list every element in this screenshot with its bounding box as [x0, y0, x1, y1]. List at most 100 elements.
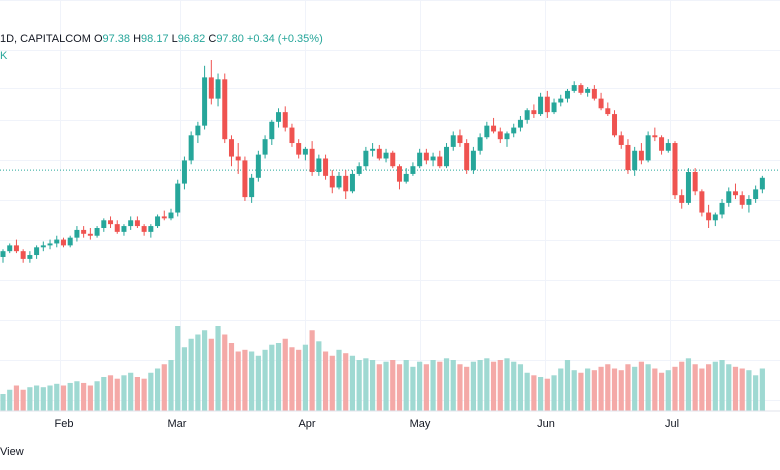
x-tick-label: Jul: [665, 418, 679, 430]
candle-body: [161, 216, 167, 219]
volume-bar: [154, 368, 161, 411]
volume-bar: [336, 349, 342, 411]
volume-bar: [269, 344, 275, 411]
volume-bar: [316, 341, 322, 411]
candle-body: [558, 98, 564, 103]
candle-body: [34, 247, 40, 256]
volume-bar: [585, 368, 591, 411]
candle-body: [444, 146, 450, 167]
candle-body: [423, 152, 429, 161]
volume-bar: [638, 361, 644, 411]
candle-body: [564, 90, 570, 99]
volume-bar: [242, 349, 248, 411]
candle-body: [517, 119, 523, 128]
candle-body: [712, 214, 718, 221]
volume-bar: [202, 330, 208, 411]
volume-bar: [175, 326, 181, 411]
volume-bar: [484, 358, 490, 411]
candle-body: [403, 173, 409, 182]
volume-bar: [60, 385, 67, 411]
candle-body: [148, 226, 154, 232]
candle-body: [296, 143, 302, 155]
candle-body: [289, 127, 295, 144]
candle-body: [54, 239, 60, 244]
candle-body: [659, 137, 665, 151]
volume-bar: [517, 364, 524, 411]
volume-bar: [511, 361, 517, 411]
candle-body: [128, 220, 134, 227]
symbol-label[interactable]: 1D, CAPITALCOM: [0, 33, 91, 45]
candle-body: [94, 228, 100, 236]
candle-body: [349, 173, 355, 192]
volume-bar: [87, 385, 93, 411]
candle-body: [376, 148, 382, 159]
candle-body: [531, 110, 537, 115]
volume-bar: [685, 358, 692, 411]
candlesticks: [0, 60, 765, 263]
low-label: L: [171, 33, 178, 45]
volume-bar: [692, 364, 698, 411]
candle-body: [108, 220, 114, 225]
candle-body: [181, 160, 187, 184]
candle-body: [417, 152, 423, 167]
volume-bar: [464, 366, 470, 411]
candle-body: [222, 79, 228, 140]
candle-body: [450, 135, 456, 147]
candle-body: [7, 245, 13, 252]
candle-body: [390, 152, 396, 167]
volume-bar: [443, 358, 450, 411]
candle-body: [726, 191, 732, 203]
candle-body: [81, 229, 87, 234]
candle-body: [67, 237, 73, 246]
chart-grid: [0, 0, 780, 411]
open-label: O: [93, 33, 103, 45]
candle-body: [363, 150, 369, 167]
volume-bar: [114, 378, 120, 411]
volume-bar: [591, 370, 597, 411]
candle-body: [759, 177, 765, 190]
volume-bar: [296, 349, 302, 411]
volume-bar: [726, 364, 732, 411]
volume-bar: [410, 366, 416, 411]
candle-body: [141, 226, 147, 232]
volume-bar: [262, 349, 268, 411]
x-tick-label: Mar: [168, 418, 187, 430]
candle-body: [316, 158, 322, 172]
volume-bar: [255, 355, 261, 411]
candle-body: [188, 135, 194, 161]
candle-body: [551, 102, 557, 113]
ohlc-legend[interactable]: 1D, CAPITALCOM O97.38 H98.17 L96.82 C97.…: [0, 33, 323, 45]
candle-body: [625, 144, 631, 171]
candle-body: [605, 108, 611, 115]
volume-bar: [343, 353, 349, 411]
volume-bar: [605, 364, 611, 411]
candle-body: [276, 112, 282, 122]
candle-body: [746, 199, 752, 205]
candle-body: [598, 98, 604, 109]
open-value: 97.38: [102, 33, 131, 45]
volume-bar: [34, 385, 40, 411]
volume-bar: [524, 372, 530, 411]
volume-bar: [658, 372, 665, 411]
volume-bar: [107, 375, 114, 411]
candle-body: [491, 125, 497, 132]
candle-body: [477, 137, 483, 151]
volume-bar: [67, 382, 73, 411]
candle-body: [464, 143, 470, 171]
candle-body: [410, 166, 416, 174]
time-axis[interactable]: Feb Mar Apr May Jun Jul: [55, 418, 680, 430]
volume-bar: [531, 375, 537, 411]
volume-bar: [390, 360, 396, 411]
candle-body: [336, 175, 342, 188]
volume-bar: [74, 381, 80, 411]
candle-body: [632, 150, 638, 171]
volume-bar: [7, 389, 13, 411]
candle-body: [249, 177, 255, 198]
volume-bar: [430, 360, 436, 411]
candle-body: [356, 166, 362, 174]
volume-bar: [551, 375, 557, 411]
volume-bar: [719, 360, 725, 411]
volume-bar: [450, 360, 456, 411]
footer-text[interactable]: View: [0, 446, 24, 458]
